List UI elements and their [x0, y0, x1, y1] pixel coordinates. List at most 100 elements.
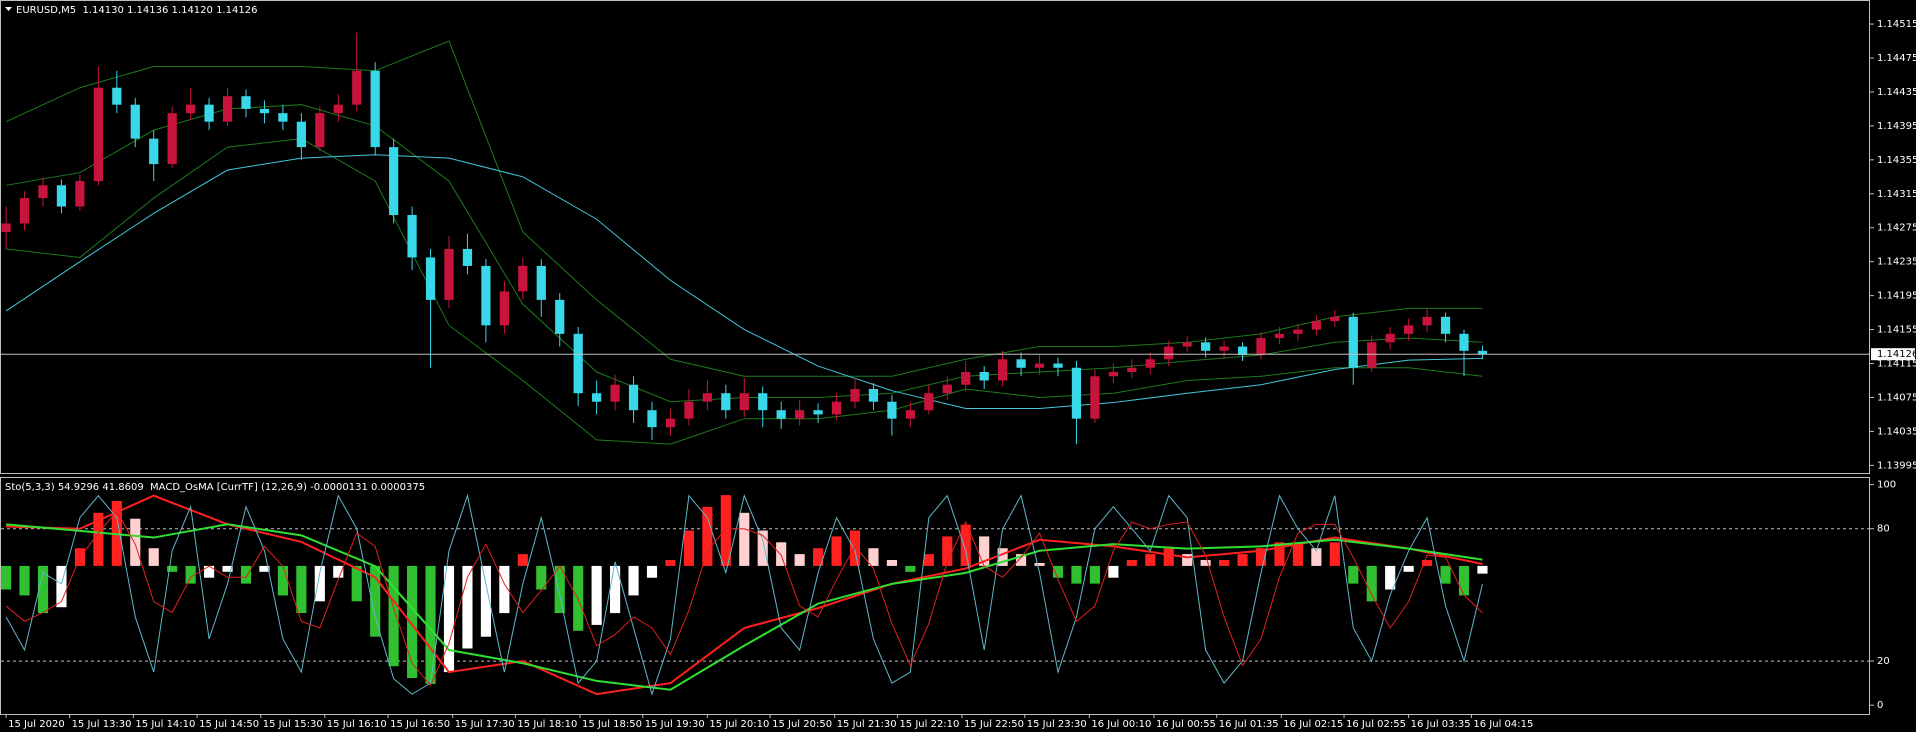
price-panel-frame: [0, 0, 1870, 474]
histogram-bar: [443, 565, 455, 673]
histogram-bar: [480, 565, 491, 637]
candle-body: [1440, 316, 1451, 334]
histogram-bar: [1016, 554, 1027, 566]
histogram-bar: [720, 495, 731, 566]
histogram-bar: [1108, 565, 1119, 578]
histogram-bar: [93, 512, 104, 566]
histogram-bar: [1403, 565, 1414, 572]
candle-body: [1385, 333, 1395, 343]
candle-body: [979, 372, 989, 381]
histogram-bar: [1274, 542, 1285, 566]
candle-body: [555, 299, 565, 334]
histogram-bar: [591, 565, 602, 625]
histogram-bar: [979, 536, 990, 566]
candle-body: [665, 418, 676, 428]
y-tick-label: 1.13995: [1877, 460, 1916, 471]
candle-body: [75, 181, 85, 207]
candle-body: [942, 384, 952, 394]
x-tick-label: 15 Jul 18:50: [582, 719, 642, 730]
candle-body: [721, 393, 731, 411]
candle-body: [1053, 363, 1063, 368]
candle-body: [610, 384, 620, 402]
x-tick-label: 15 Jul 18:10: [517, 719, 577, 730]
candle-body: [868, 388, 879, 402]
candle-body: [536, 265, 546, 300]
x-tick-label: 15 Jul 21:30: [837, 719, 897, 730]
histogram-bar: [37, 565, 49, 614]
histogram-bar: [1422, 560, 1433, 566]
x-tick-label: 15 Jul 14:50: [199, 719, 259, 730]
indicator-title: Sto(5,3,3) 54.9296 41.8609 MACD_OsMA [Cu…: [5, 482, 425, 493]
histogram-bar: [1255, 548, 1267, 566]
candle-body: [961, 372, 971, 385]
x-tick-label: 15 Jul 19:30: [645, 719, 705, 730]
candle-body: [684, 401, 694, 419]
histogram-bar: [259, 565, 270, 572]
candle-body: [1293, 329, 1303, 334]
histogram-bar: [517, 554, 528, 566]
candle-body: [1348, 316, 1358, 368]
histogram-bar: [554, 565, 565, 614]
candle-body: [19, 198, 30, 224]
histogram-bar: [1126, 560, 1137, 566]
x-tick-label: 15 Jul 20:10: [709, 719, 769, 730]
indicator-line: [5, 493, 1483, 696]
menu-arrow[interactable]: [5, 7, 12, 11]
x-tick-label: 15 Jul 17:30: [455, 719, 515, 730]
x-tick-label: 16 Jul 00:10: [1091, 719, 1151, 730]
candle-body: [831, 401, 842, 415]
histogram-bar: [333, 565, 344, 578]
indicator-line: [5, 510, 1483, 687]
histogram-bar: [19, 565, 30, 596]
x-tick-label: 15 Jul 16:10: [327, 719, 387, 730]
y-tick-label: 1.14435: [1877, 87, 1916, 98]
overlay-line: [5, 40, 1483, 377]
histogram-bar: [1458, 565, 1470, 596]
histogram-bar: [1182, 554, 1193, 566]
candle-body: [241, 96, 251, 109]
histogram-bar: [462, 565, 473, 649]
candle-body: [425, 257, 436, 300]
histogram-bar: [1366, 565, 1377, 602]
histogram-bar: [1052, 565, 1064, 578]
x-tick-label: 15 Jul 22:50: [964, 719, 1024, 730]
histogram-bar: [425, 565, 436, 684]
histogram-bar: [277, 565, 288, 596]
candle-body: [444, 248, 454, 300]
x-tick-label: 15 Jul 20:50: [772, 719, 832, 730]
candle-body: [518, 265, 528, 292]
histogram-bar: [370, 565, 381, 637]
candle-body: [333, 104, 343, 114]
candle-body: [149, 138, 159, 165]
y-tick-label: 1.14395: [1877, 121, 1916, 132]
candle-body: [1016, 359, 1026, 368]
candle-body: [407, 215, 417, 258]
histogram-bar: [1329, 542, 1340, 566]
x-tick-label: 15 Jul 13:30: [72, 719, 132, 730]
candle-body: [1108, 372, 1118, 377]
histogram-bar: [314, 565, 325, 602]
histogram-bar: [1292, 542, 1303, 566]
y-tick-label: 1.14515: [1877, 19, 1916, 30]
candle-body: [481, 265, 491, 326]
histogram-bar: [665, 560, 676, 566]
x-tick-label: 16 Jul 01:35: [1219, 719, 1279, 730]
candle-body: [38, 185, 48, 199]
y-tick-label: 1.14475: [1877, 53, 1916, 64]
histogram-bar: [702, 506, 713, 566]
indicator-line: [6, 523, 1483, 691]
y-tick-label: 1.14275: [1877, 223, 1916, 234]
candle-body: [1034, 363, 1045, 368]
x-tick-label: 15 Jul 2020: [8, 719, 65, 730]
y-tick-label: 80: [1877, 524, 1890, 535]
histogram-bar: [776, 542, 787, 566]
histogram-bar: [1, 565, 12, 590]
candle-body: [1090, 376, 1100, 419]
histogram-bar: [628, 565, 639, 596]
candle-body: [93, 87, 103, 182]
histogram-bar: [905, 565, 916, 572]
y-tick-label: 100: [1877, 480, 1896, 491]
histogram-bar: [794, 554, 805, 566]
